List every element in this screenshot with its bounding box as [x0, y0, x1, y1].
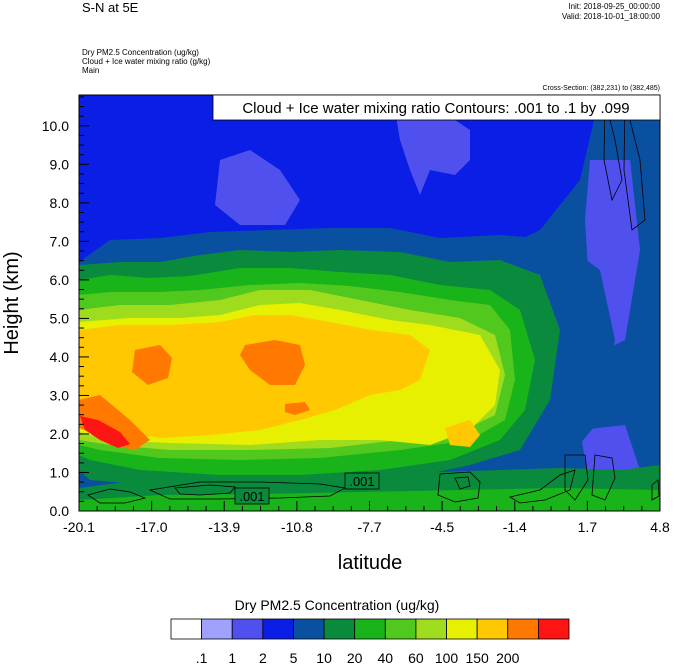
- y-tick-label: 6.0: [50, 272, 70, 288]
- colorbar-label: .1: [196, 650, 208, 666]
- x-tick-label: -13.9: [208, 519, 240, 535]
- colorbar-label: 1: [228, 650, 236, 666]
- x-tick-label: -7.7: [357, 519, 381, 535]
- contour-label-box: [344, 472, 380, 490]
- cloud-contour-lines: [87, 99, 660, 504]
- colorbar-swatch: [446, 618, 478, 640]
- colorbar-label: 150: [465, 650, 489, 666]
- colorbar-label: 10: [316, 650, 332, 666]
- x-tick-label: -4.5: [430, 519, 454, 535]
- colorbar-label: 40: [378, 650, 394, 666]
- x-tick-label: -1.4: [503, 519, 527, 535]
- colorbar-swatch: [323, 618, 356, 640]
- field-line-3: Main: [82, 66, 100, 75]
- pm25-filled-contours: [79, 95, 660, 511]
- colorbar-swatch: [537, 618, 570, 640]
- x-axis: -20.1 -17.0 -13.9 -10.8 -7.7 -4.5 -1.4 1.7 4.8: [63, 501, 670, 535]
- colorbar-swatch: [384, 618, 417, 640]
- plot-title: S-N at 5E: [82, 0, 139, 15]
- colorbar-swatch: [262, 618, 294, 640]
- contour-title: Cloud + Ice water mixing ratio Contours:…: [242, 100, 629, 117]
- y-tick-label: 0.0: [50, 503, 70, 519]
- field-line-1: Dry PM2.5 Concentration (ug/kg): [82, 48, 199, 57]
- colorbar-swatch: [476, 618, 509, 640]
- field-line-2: Cloud + Ice water mixing ratio (g/kg): [82, 57, 211, 66]
- valid-time: Valid: 2018-10-01_18:00:00: [561, 12, 660, 21]
- init-time: Init: 2018-09-25_00:00:00: [568, 2, 660, 11]
- cross-section-label: Cross-Section: (382,231) to (382,485): [542, 85, 660, 92]
- y-tick-label: 8.0: [50, 195, 70, 211]
- y-tick-label: 9.0: [50, 156, 70, 172]
- colorbar-label: 5: [290, 650, 298, 666]
- y-tick-label: 4.0: [50, 349, 70, 365]
- colorbar: .1 1 2 5 10 20 40 60 100 150 200: [170, 618, 570, 666]
- x-tick-label: 1.7: [578, 519, 598, 535]
- x-tick-label: -10.8: [281, 519, 313, 535]
- colorbar-swatch: [415, 618, 447, 640]
- contour-labels: .001 .001: [234, 472, 380, 505]
- y-tick-label: 10.0: [42, 118, 69, 134]
- y-axis: 0.0 1.0 2.0 3.0 4.0 5.0 6.0 7.0 8.0 9.0 10.0: [42, 96, 89, 519]
- colorbar-label: 200: [496, 650, 520, 666]
- x-tick-label: 4.8: [650, 519, 670, 535]
- y-tick-label: 7.0: [50, 233, 70, 249]
- colorbar-swatch: [170, 618, 203, 640]
- x-tick-label: -20.1: [63, 519, 95, 535]
- field-descriptions: Dry PM2.5 Concentration (ug/kg) Cloud + …: [82, 48, 210, 75]
- x-axis-label: latitude: [338, 552, 403, 574]
- colorbar-label: 100: [435, 650, 459, 666]
- y-tick-label: 5.0: [50, 310, 70, 326]
- contour-label-box: [234, 487, 270, 505]
- colorbar-swatch: [293, 618, 325, 640]
- time-info: Init: 2018-09-25_00:00:00 Valid: 2018-10…: [562, 2, 660, 22]
- colorbar-swatch: [507, 618, 539, 640]
- colorbar-swatch: [201, 618, 233, 640]
- y-tick-label: 2.0: [50, 426, 70, 442]
- contour-title-box: Cloud + Ice water mixing ratio Contours:…: [212, 94, 661, 121]
- colorbar-swatch: [354, 618, 386, 640]
- contour-label: .001: [239, 489, 264, 504]
- y-tick-label: 3.0: [50, 387, 70, 403]
- x-tick-label: -17.0: [136, 519, 168, 535]
- colorbar-label: 60: [408, 650, 424, 666]
- y-tick-label: 1.0: [50, 464, 70, 480]
- colorbar-label: 2: [259, 650, 267, 666]
- contour-label: .001: [349, 474, 374, 489]
- y-axis-label: Height (km): [1, 251, 23, 354]
- colorbar-label: 20: [347, 650, 363, 666]
- colorbar-title: Dry PM2.5 Concentration (ug/kg): [234, 597, 440, 613]
- colorbar-swatch: [231, 618, 264, 640]
